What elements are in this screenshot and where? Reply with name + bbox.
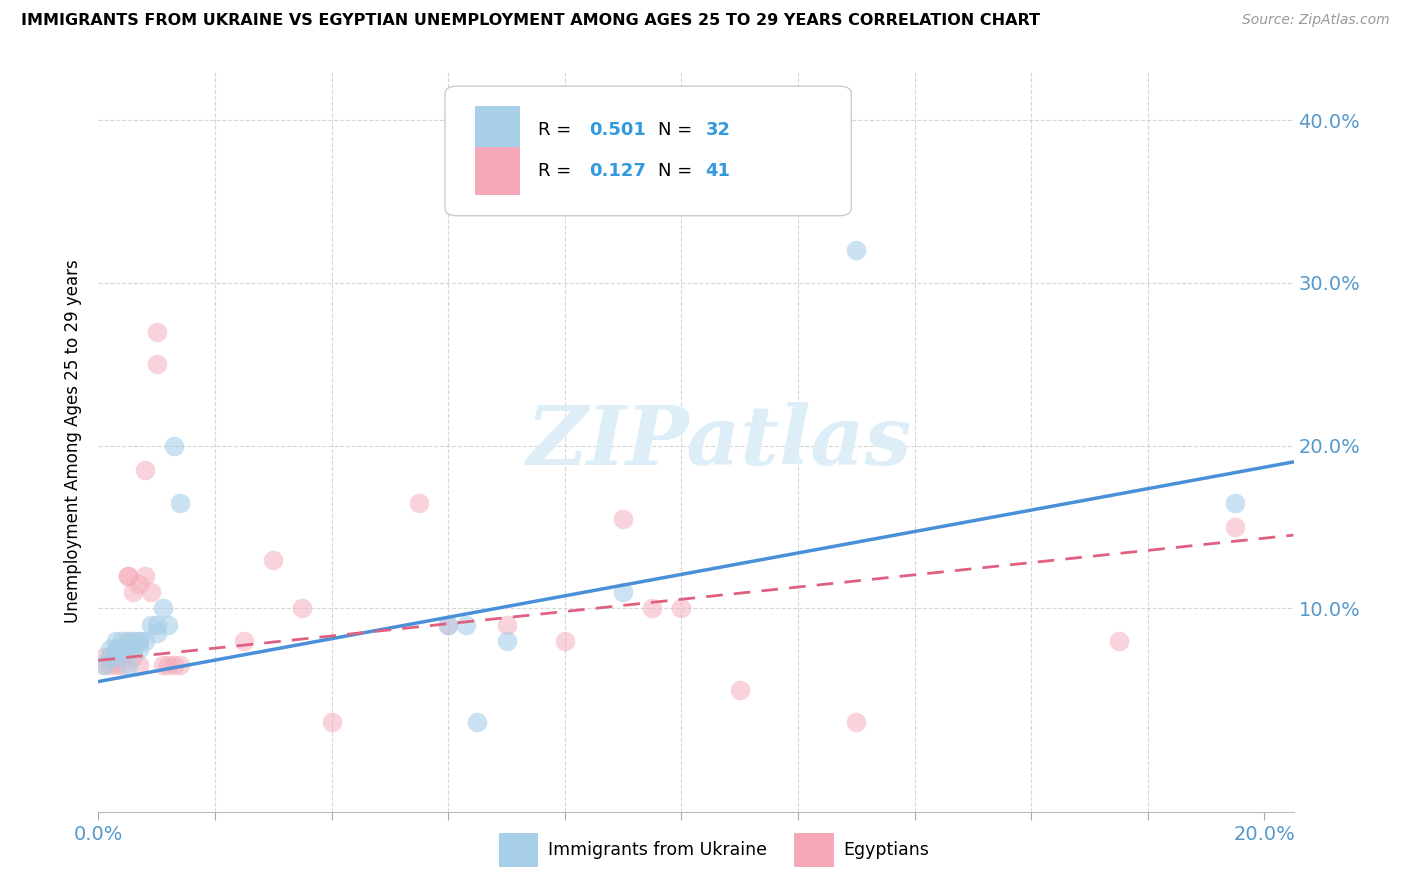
Point (152, 658, 174, 673)
Point (845, 715, 868, 730)
Text: R =: R = (538, 162, 578, 180)
Point (467, 715, 489, 730)
Point (145, 357, 167, 371)
Text: Egyptians: Egyptians (844, 841, 929, 859)
Text: 41: 41 (706, 162, 731, 180)
Point (98, 650, 121, 665)
Point (93, 650, 115, 665)
Point (111, 633, 134, 648)
Point (104, 658, 127, 673)
Point (117, 658, 139, 673)
Point (139, 617, 162, 632)
Point (117, 568, 139, 582)
Point (104, 642, 127, 657)
Point (98, 642, 121, 657)
Point (554, 633, 576, 648)
Point (104, 633, 127, 648)
Point (495, 633, 517, 648)
Point (128, 633, 150, 648)
Point (152, 601, 174, 615)
Point (128, 642, 150, 657)
Y-axis label: Unemployment Among Ages 25 to 29 years: Unemployment Among Ages 25 to 29 years (65, 260, 83, 624)
Point (122, 642, 145, 657)
FancyBboxPatch shape (475, 106, 520, 154)
Text: Immigrants from Ukraine: Immigrants from Ukraine (548, 841, 768, 859)
Point (163, 658, 186, 673)
Point (145, 325, 167, 339)
Point (134, 568, 156, 582)
Point (1108, 633, 1130, 648)
Point (117, 642, 139, 657)
Point (437, 617, 460, 632)
Point (122, 650, 145, 665)
Point (437, 617, 460, 632)
Text: N =: N = (658, 121, 697, 139)
Point (134, 633, 156, 648)
Point (117, 568, 139, 582)
Point (495, 617, 517, 632)
Text: N =: N = (658, 162, 697, 180)
Point (111, 642, 134, 657)
Point (128, 633, 150, 648)
Point (612, 585, 634, 599)
Text: 32: 32 (706, 121, 731, 139)
Point (454, 617, 477, 632)
Point (145, 625, 167, 640)
Point (408, 495, 430, 509)
Point (93, 658, 115, 673)
Point (845, 244, 868, 258)
Point (139, 585, 162, 599)
Point (104, 650, 127, 665)
Point (671, 601, 693, 615)
Point (157, 658, 180, 673)
Text: 0.501: 0.501 (589, 121, 647, 139)
Point (233, 633, 256, 648)
Point (169, 658, 191, 673)
Point (169, 495, 191, 509)
Point (321, 715, 343, 730)
Point (163, 439, 186, 453)
FancyBboxPatch shape (444, 87, 852, 216)
Text: 0.127: 0.127 (589, 162, 647, 180)
Point (612, 512, 634, 526)
Point (262, 552, 284, 566)
Point (641, 601, 664, 615)
Point (111, 658, 134, 673)
Point (111, 642, 134, 657)
Point (111, 650, 134, 665)
FancyBboxPatch shape (475, 147, 520, 195)
Point (145, 617, 167, 632)
Point (122, 633, 145, 648)
Text: ZIPatlas: ZIPatlas (527, 401, 912, 482)
Point (93, 658, 115, 673)
Point (117, 633, 139, 648)
Point (111, 642, 134, 657)
Point (98, 658, 121, 673)
Point (157, 617, 180, 632)
Point (128, 658, 150, 673)
Text: IMMIGRANTS FROM UKRAINE VS EGYPTIAN UNEMPLOYMENT AMONG AGES 25 TO 29 YEARS CORRE: IMMIGRANTS FROM UKRAINE VS EGYPTIAN UNEM… (21, 13, 1040, 29)
Point (117, 633, 139, 648)
Point (291, 601, 314, 615)
Point (1225, 495, 1247, 509)
Point (104, 642, 127, 657)
Point (128, 577, 150, 591)
Point (1225, 520, 1247, 534)
Point (98, 650, 121, 665)
Point (134, 463, 156, 477)
Text: R =: R = (538, 121, 578, 139)
Text: Source: ZipAtlas.com: Source: ZipAtlas.com (1241, 13, 1389, 28)
Point (728, 682, 751, 697)
Point (104, 650, 127, 665)
Point (122, 585, 145, 599)
